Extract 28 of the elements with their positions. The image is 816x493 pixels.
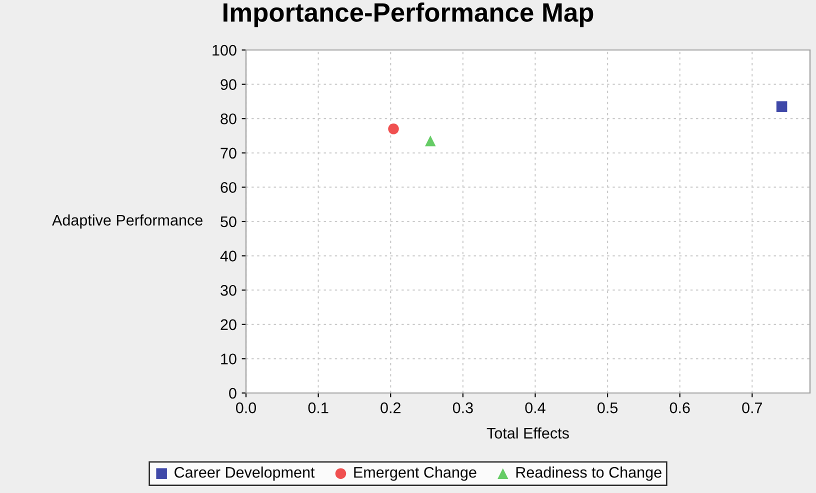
x-tick-label: 0.6: [670, 402, 690, 414]
point: [425, 136, 436, 146]
y-tick-label: 70: [220, 148, 236, 159]
y-tick-label: 50: [220, 216, 236, 228]
y-tick-label: 30: [220, 284, 236, 296]
y-tick-label: 10: [221, 354, 236, 364]
legend-label: Career Development: [174, 466, 315, 481]
x-tick-label: 0.0: [236, 402, 256, 414]
legend-label: Emergent Change: [354, 466, 476, 481]
y-tick-label: 60: [220, 182, 236, 193]
chart-title: Importance-Performance Map: [224, 2, 594, 28]
x-tick-label: 0.1: [308, 402, 328, 414]
x-axis-title: Total Effects: [486, 427, 569, 439]
legend-label: Readiness to Change: [516, 466, 662, 481]
y-tick-label: 80: [220, 113, 236, 124]
y-axis-title: Adaptive Performance: [52, 214, 202, 229]
x-tick-label: 0.5: [598, 402, 618, 414]
point: [776, 101, 788, 112]
y-tick-label: 90: [220, 79, 236, 90]
y-tick-label: 0: [229, 388, 236, 399]
x-tick-label: 0.4: [525, 402, 546, 414]
y-tick-label: 40: [220, 250, 236, 262]
x-tick-label: 0.2: [380, 402, 400, 414]
x-tick-label: 0.3: [452, 402, 473, 414]
y-tick-label: 20: [220, 319, 236, 330]
point: [388, 124, 399, 134]
y-tick-label: 100: [212, 44, 236, 56]
x-tick-label: 0.7: [742, 402, 762, 414]
